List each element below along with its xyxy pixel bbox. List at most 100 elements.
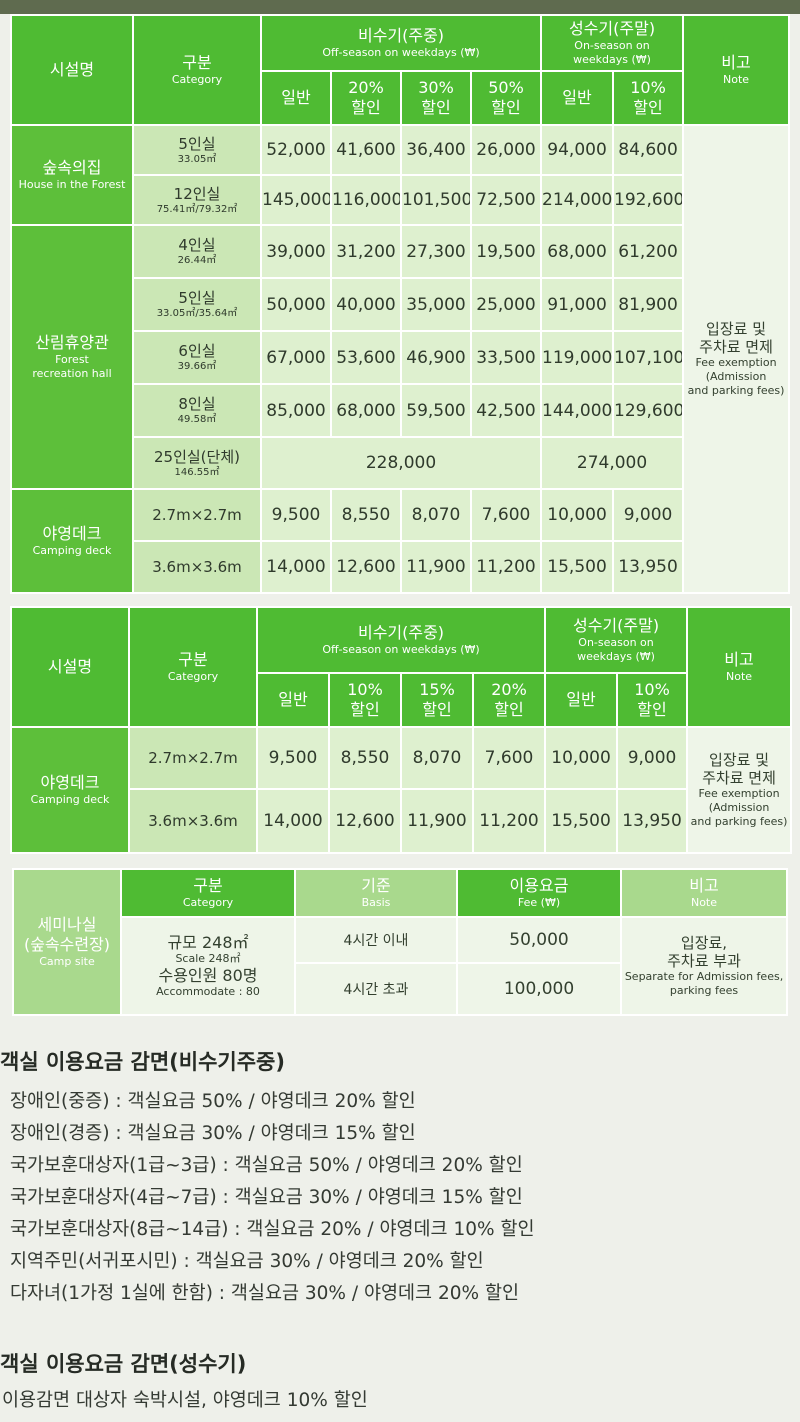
list-item: 장애인(중증) : 객실요금 50% / 야영데크 20% 할인 <box>10 1091 416 1112</box>
deck-size: 2.7m×2.7m <box>132 488 262 542</box>
price-cell: 19,500 <box>469 224 543 279</box>
price-cell: 13,950 <box>616 788 689 854</box>
room-type: 4인실 26.44㎡ <box>132 224 262 279</box>
price-cell: 33,500 <box>469 330 543 385</box>
header-col-discount: 15% 할인 <box>400 672 474 728</box>
price-cell: 10,000 <box>540 488 615 542</box>
price-cell: 26,000 <box>469 124 543 176</box>
facility-forest-house: 숲속의집 House in the Forest <box>10 124 134 226</box>
deck-size: 2.7m×2.7m <box>128 726 258 790</box>
price-cell: 101,500 <box>400 174 472 226</box>
header-fee: 이용요금 Fee (₩) <box>456 868 622 918</box>
header-off-season: 비수기(주중) Off-season on weekdays (₩) <box>255 606 547 674</box>
deck-size: 3.6m×3.6m <box>128 788 258 854</box>
price-cell: 15,500 <box>540 540 615 594</box>
header-col-discount: 20% 할인 <box>330 70 402 126</box>
room-type-group: 25인실(단체) 146.55㎡ <box>132 436 262 490</box>
header-category: 구분 Category <box>132 14 262 126</box>
facility-recreation-hall: 산림휴양관 Forest recreation hall <box>10 224 134 490</box>
header-on-season: 성수기(주말) On-season on weekdays (₩) <box>544 606 689 674</box>
price-cell: 39,000 <box>260 224 332 279</box>
price-cell: 15,500 <box>544 788 619 854</box>
price-cell: 85,000 <box>260 383 332 438</box>
header-col-discount: 10% 할인 <box>616 672 689 728</box>
group-price-off: 228,000 <box>259 436 543 490</box>
price-cell: 91,000 <box>540 277 615 332</box>
note-fee-exemption: 입장료 및 주차료 면제 Fee exemption (Admission an… <box>686 726 793 854</box>
price-cell: 9,500 <box>260 488 332 542</box>
list-item: 국가보훈대상자(8급~14급) : 객실요금 20% / 야영데크 10% 할인 <box>10 1219 535 1240</box>
price-cell: 8,070 <box>400 488 472 542</box>
room-type: 5인실 33.05㎡/35.64㎡ <box>132 277 262 332</box>
price-cell: 9,000 <box>616 726 689 790</box>
list-item: 장애인(경증) : 객실요금 30% / 야영데크 15% 할인 <box>10 1123 416 1144</box>
price-cell: 129,600 <box>612 383 685 438</box>
price-cell: 8,550 <box>328 726 402 790</box>
basis-cell: 4시간 초과 <box>294 962 458 1016</box>
header-col-general: 일반 <box>544 672 619 728</box>
price-cell: 53,600 <box>330 330 402 385</box>
header-facility: 시설명 <box>10 14 134 126</box>
top-edge <box>0 0 800 14</box>
section-title-peak-discount: 객실 이용요금 감면(성수기) <box>0 1352 247 1376</box>
price-cell: 12,600 <box>328 788 402 854</box>
price-cell: 9,000 <box>612 488 685 542</box>
price-cell: 81,900 <box>612 277 685 332</box>
facility-seminar-room: 세미나실 (숲속수련장) Camp site <box>12 868 122 1016</box>
header-off-season: 비수기(주중) Off-season on weekdays (₩) <box>259 14 543 72</box>
price-cell: 14,000 <box>260 540 332 594</box>
room-type: 12인실 75.41㎡/79.32㎡ <box>132 174 262 226</box>
peak-discount-text: 이용감면 대상자 숙박시설, 야영데크 10% 할인 <box>2 1390 368 1411</box>
price-cell: 145,000 <box>260 174 332 226</box>
price-cell: 119,000 <box>540 330 615 385</box>
price-cell: 13,950 <box>612 540 685 594</box>
price-cell: 107,100 <box>612 330 685 385</box>
price-cell: 42,500 <box>469 383 543 438</box>
price-cell: 27,300 <box>400 224 472 279</box>
basis-cell: 4시간 이내 <box>294 916 458 964</box>
price-cell: 40,000 <box>330 277 402 332</box>
header-basis: 기준 Basis <box>294 868 458 918</box>
fee-cell: 50,000 <box>456 916 622 964</box>
header-note: 비고 Note <box>620 868 788 918</box>
price-cell: 59,500 <box>400 383 472 438</box>
price-cell: 84,600 <box>612 124 685 176</box>
room-type: 6인실 39.66㎡ <box>132 330 262 385</box>
list-item: 국가보훈대상자(4급~7급) : 객실요금 30% / 야영데크 15% 할인 <box>10 1187 523 1208</box>
section-title-weekday-discount: 객실 이용요금 감면(비수기주중) <box>0 1050 285 1074</box>
price-cell: 68,000 <box>330 383 402 438</box>
header-col-discount: 10% 할인 <box>612 70 685 126</box>
price-cell: 52,000 <box>260 124 332 176</box>
rate-table-main: 시설명 구분 Category 비수기(주중) Off-season on we… <box>10 14 791 594</box>
note-fee-charged: 입장료, 주차료 부과 Separate for Admission fees,… <box>620 916 788 1016</box>
price-cell: 31,200 <box>330 224 402 279</box>
list-item: 지역주민(서귀포시민) : 객실요금 30% / 야영데크 20% 할인 <box>10 1251 484 1272</box>
price-cell: 9,500 <box>256 726 330 790</box>
header-col-discount: 30% 할인 <box>400 70 472 126</box>
header-note: 비고 Note <box>686 606 793 728</box>
price-cell: 11,900 <box>400 788 474 854</box>
fee-cell: 100,000 <box>456 962 622 1016</box>
list-item: 국가보훈대상자(1급~3급) : 객실요금 50% / 야영데크 20% 할인 <box>10 1155 523 1176</box>
price-cell: 94,000 <box>540 124 615 176</box>
seminar-spec: 규모 248㎡ Scale 248㎡ 수용인원 80명 Accommodate … <box>120 916 296 1016</box>
header-col-general: 일반 <box>540 70 615 126</box>
list-item: 다자녀(1가정 1실에 한함) : 객실요금 30% / 야영데크 20% 할인 <box>10 1283 519 1304</box>
note-fee-exemption: 입장료 및 주차료 면제 Fee exemption (Admission an… <box>682 124 791 594</box>
price-cell: 8,550 <box>330 488 402 542</box>
rate-table-camping: 시설명 구분 Category 비수기(주중) Off-season on we… <box>10 606 793 854</box>
price-cell: 41,600 <box>330 124 402 176</box>
price-cell: 68,000 <box>540 224 615 279</box>
rate-table-seminar: 세미나실 (숲속수련장) Camp site 구분 Category 기준 Ba… <box>12 868 788 1016</box>
price-cell: 25,000 <box>469 277 543 332</box>
price-cell: 11,200 <box>471 788 547 854</box>
header-col-discount: 20% 할인 <box>471 672 547 728</box>
price-cell: 7,600 <box>469 488 543 542</box>
weekday-discount-list: 장애인(중증) : 객실요금 50% / 야영데크 20% 할인 장애인(경증)… <box>10 1086 535 1310</box>
price-cell: 36,400 <box>400 124 472 176</box>
price-cell: 46,900 <box>400 330 472 385</box>
group-price-on: 274,000 <box>540 436 685 490</box>
deck-size: 3.6m×3.6m <box>132 540 262 594</box>
price-cell: 8,070 <box>400 726 474 790</box>
header-category: 구분 Category <box>120 868 296 918</box>
